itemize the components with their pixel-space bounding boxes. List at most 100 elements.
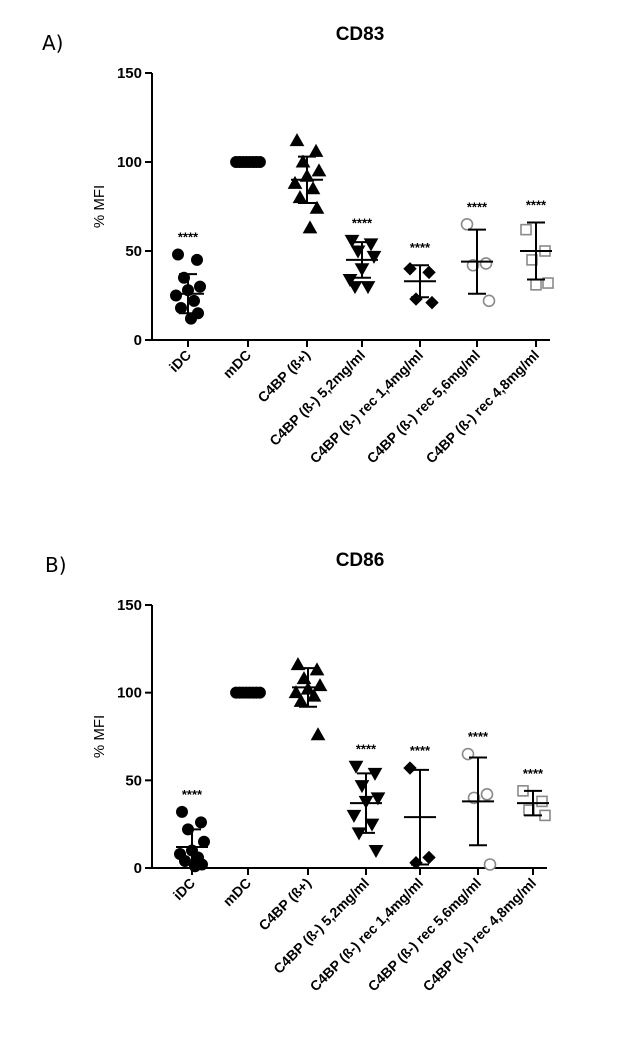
category-label: C4BP (ß-) 5,2mg/ml — [270, 875, 372, 977]
significance-label: **** — [467, 199, 488, 214]
data-point — [348, 760, 364, 774]
data-point — [170, 289, 182, 302]
data-point — [346, 809, 362, 823]
data-point — [425, 295, 439, 310]
data-point — [309, 200, 325, 214]
data-point — [191, 253, 203, 266]
significance-label: **** — [410, 743, 431, 758]
category-label: iDC — [166, 347, 194, 375]
significance-label: **** — [468, 729, 489, 744]
category-label: C4BP (ß-) rec 1,4mg/ml — [307, 347, 427, 467]
significance-label: **** — [178, 230, 199, 245]
data-point — [482, 294, 496, 308]
significance-label: **** — [526, 198, 547, 213]
significance-label: **** — [356, 741, 377, 756]
data-point — [302, 220, 318, 234]
data-point — [311, 163, 327, 177]
data-group: **** — [174, 787, 210, 873]
data-group — [288, 657, 328, 741]
data-point — [305, 181, 321, 195]
category-label: C4BP (ß+) — [255, 875, 314, 934]
data-point — [198, 835, 210, 848]
data-point — [172, 248, 184, 261]
data-group: **** — [460, 199, 496, 308]
data-point — [483, 858, 497, 871]
chart-title: CD86 — [336, 550, 385, 571]
data-point — [195, 816, 207, 829]
data-point — [520, 223, 532, 236]
data-group — [230, 156, 266, 168]
data-point — [344, 234, 360, 248]
category-label: C4BP (ß-) rec 1,4mg/ml — [307, 875, 427, 995]
category-label: mDC — [220, 347, 254, 381]
data-point — [287, 175, 303, 189]
data-group: **** — [342, 215, 382, 295]
y-tick-label: 100 — [117, 154, 142, 171]
data-group: **** — [170, 230, 206, 325]
y-tick-label: 100 — [117, 685, 142, 702]
y-tick-label: 0 — [134, 332, 142, 349]
data-point — [185, 312, 197, 325]
y-tick-label: 50 — [125, 772, 142, 789]
data-point — [368, 844, 384, 858]
data-point — [403, 761, 417, 775]
category-label: C4BP (ß+) — [254, 347, 313, 406]
data-point — [347, 281, 363, 295]
data-point — [542, 277, 554, 289]
data-point — [309, 662, 325, 676]
y-axis-label: % MFI — [91, 715, 108, 758]
data-point — [370, 792, 386, 806]
category-label: mDC — [220, 875, 254, 909]
data-point — [480, 788, 494, 801]
data-group: **** — [520, 198, 554, 291]
y-axis-label: % MFI — [91, 185, 108, 228]
significance-label: **** — [352, 215, 373, 230]
y-tick-label: 150 — [117, 597, 142, 614]
category-label: C4BP (ß-) rec 4,8mg/ml — [420, 875, 540, 995]
y-tick-label: 150 — [117, 65, 142, 82]
data-point — [363, 238, 379, 252]
significance-label: **** — [410, 240, 431, 255]
y-tick-label: 50 — [125, 243, 142, 260]
data-point — [306, 688, 322, 702]
category-label: C4BP (ß-) 5,2mg/ml — [266, 347, 368, 449]
category-label: C4BP (ß-) rec 4,8mg/ml — [423, 347, 543, 467]
data-point — [364, 818, 380, 832]
data-point — [312, 678, 328, 692]
data-point — [288, 685, 304, 699]
significance-label: **** — [182, 787, 203, 802]
data-point — [536, 795, 548, 808]
category-label: iDC — [170, 875, 198, 903]
data-point — [253, 156, 266, 168]
data-point — [175, 301, 187, 314]
data-group: **** — [346, 741, 386, 858]
data-point — [360, 281, 376, 295]
data-group: **** — [403, 240, 439, 310]
data-point — [422, 265, 436, 280]
data-point — [188, 294, 200, 307]
chart-title: CD83 — [336, 24, 385, 45]
data-point — [290, 657, 306, 671]
data-point — [530, 279, 542, 291]
data-point — [176, 805, 188, 818]
data-point — [292, 190, 308, 204]
data-point — [460, 218, 474, 231]
y-tick-label: 0 — [134, 860, 142, 877]
data-group — [230, 686, 266, 699]
category-label: C4BP (ß-) rec 5,6mg/ml — [365, 875, 485, 995]
panel-letter: A) — [42, 31, 63, 55]
data-point — [253, 686, 266, 699]
panel-letter: B) — [45, 553, 67, 577]
data-group — [287, 133, 327, 234]
significance-label: **** — [523, 766, 544, 781]
data-point — [289, 133, 305, 147]
data-group: **** — [403, 743, 436, 870]
data-group: **** — [461, 729, 497, 871]
data-group: **** — [517, 766, 551, 822]
category-label: C4BP (ß-) rec 5,6mg/ml — [364, 347, 484, 467]
data-point — [308, 143, 324, 157]
data-point — [479, 257, 493, 270]
